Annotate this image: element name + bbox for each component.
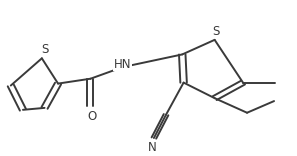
Text: O: O <box>87 110 97 123</box>
Text: HN: HN <box>114 58 132 71</box>
Text: N: N <box>148 141 157 154</box>
Text: S: S <box>41 43 48 56</box>
Text: S: S <box>212 25 220 38</box>
